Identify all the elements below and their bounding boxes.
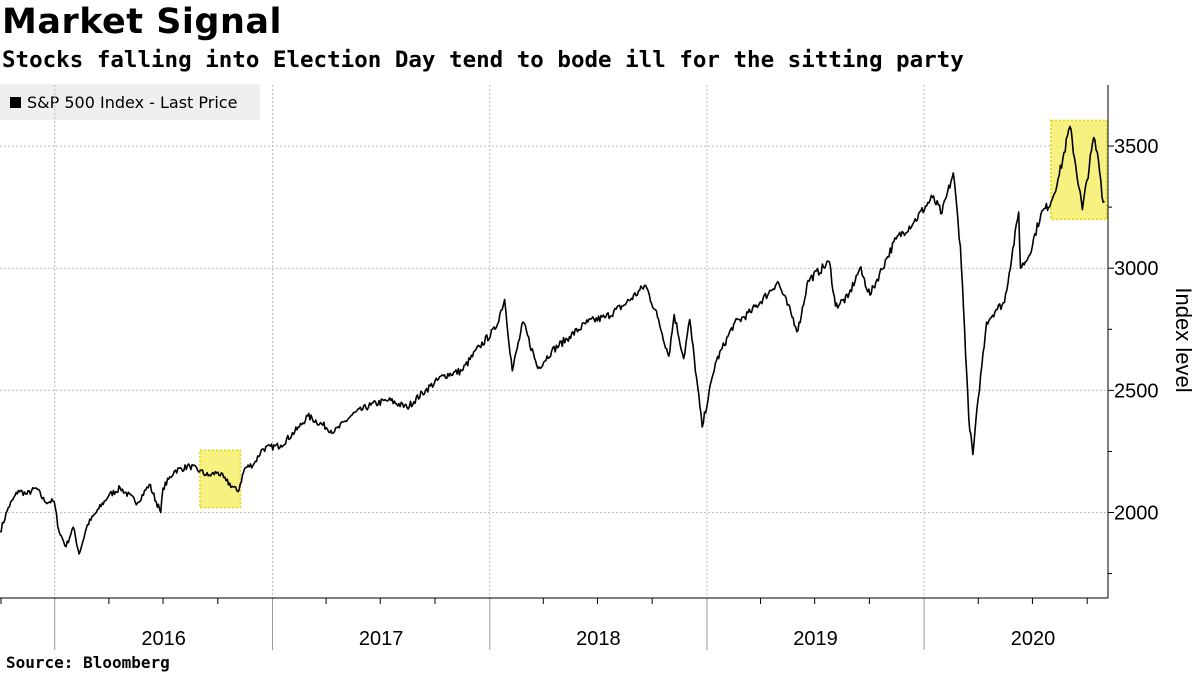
highlight-boxes (199, 119, 1108, 509)
x-tick-label-2019: 2019 (793, 628, 838, 650)
legend-label: S&P 500 Index - Last Price (27, 92, 238, 112)
y-tick-label-2000: 2000 (1114, 503, 1159, 525)
series-lines (0, 125, 1105, 555)
x-tick-label-2018: 2018 (576, 628, 621, 650)
legend: S&P 500 Index - Last Price (0, 84, 260, 120)
x-tick-label-2016: 2016 (141, 628, 186, 650)
y-axis-label: Index level (1171, 287, 1196, 392)
x-tick-label-2020: 2020 (1011, 628, 1056, 650)
series-line-1 (0, 125, 1105, 555)
y-tick-label-3500: 3500 (1114, 136, 1159, 158)
legend-swatch (10, 96, 21, 108)
tick-labels: 2000 2500 3000 3500 2016 2017 2018 2019 2020 Inde… (141, 136, 1196, 650)
grid-lines (0, 85, 1108, 598)
chart-title: Market Signal (2, 2, 282, 42)
x-tick-label-2017: 2017 (359, 628, 404, 650)
highlight-box-1 (199, 449, 242, 509)
axes (0, 85, 1114, 650)
y-tick-label-2500: 2500 (1114, 380, 1159, 402)
chart-subtitle: Stocks falling into Election Day tend to… (2, 47, 964, 73)
source-note: Source: Bloomberg (6, 653, 170, 672)
y-tick-label-3000: 3000 (1114, 258, 1159, 280)
